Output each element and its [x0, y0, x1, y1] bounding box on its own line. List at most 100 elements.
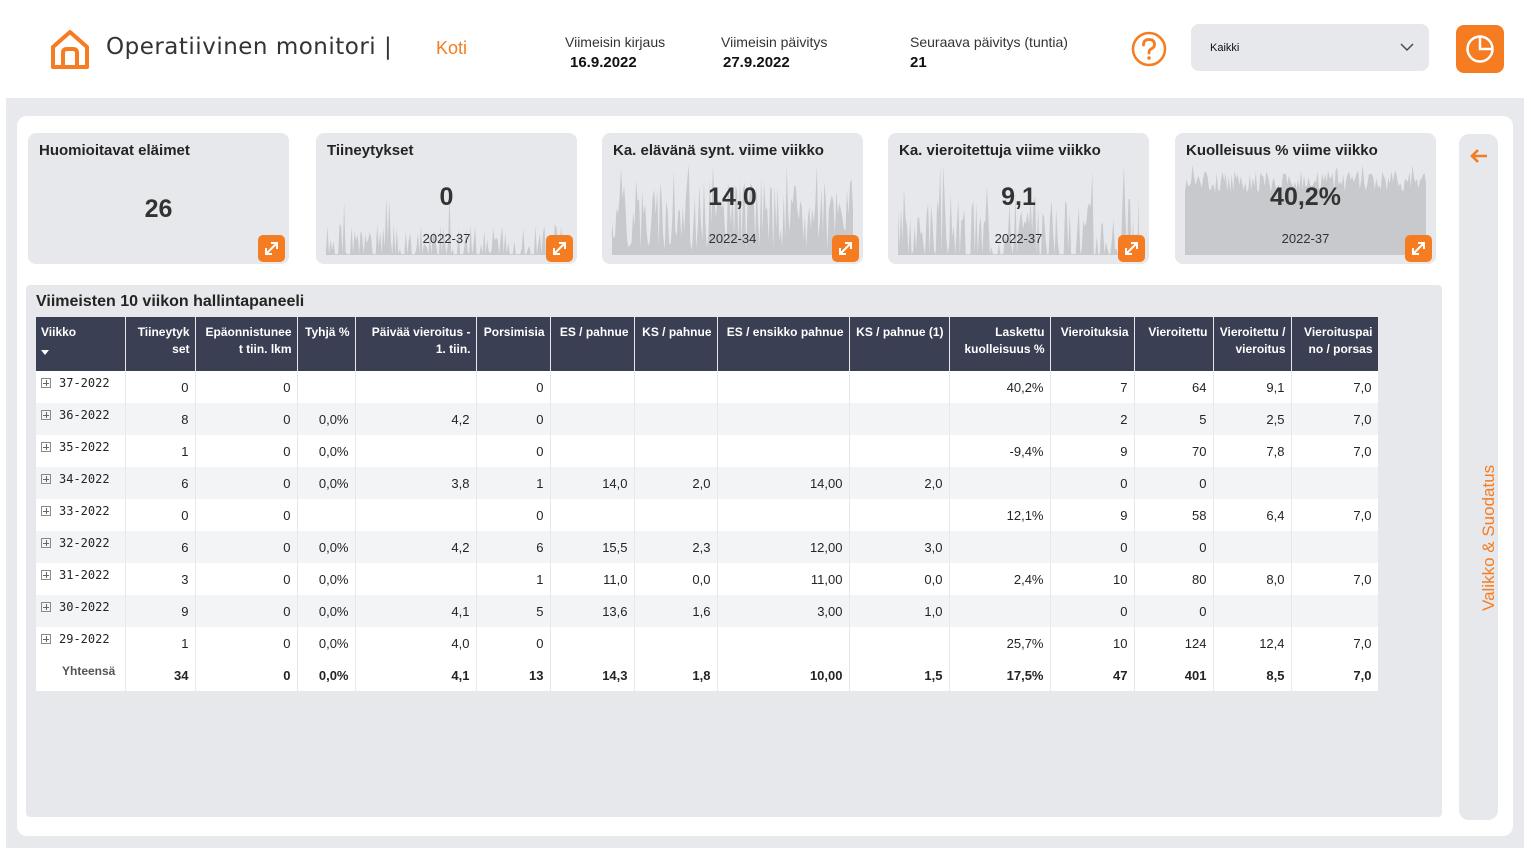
- table-cell: [355, 499, 477, 531]
- expand-row-icon[interactable]: [41, 538, 51, 548]
- expand-row-icon[interactable]: [41, 634, 51, 644]
- table-cell: [355, 371, 477, 403]
- last-entry-label: Viimeisin kirjaus: [565, 34, 666, 50]
- expand-button[interactable]: [1118, 235, 1145, 262]
- table-cell: [1213, 531, 1292, 563]
- table-cell: 15,5: [550, 531, 635, 563]
- column-header[interactable]: Tyhjä %: [297, 317, 356, 371]
- kpi-card-weaned-avg[interactable]: Ka. vieroitettuja viime viikko 9,1 2022-…: [888, 133, 1149, 264]
- cell-text: 32-2022: [59, 536, 110, 550]
- table-cell: [297, 499, 356, 531]
- table-cell: [1291, 531, 1379, 563]
- side-panel-label: Valikko & Suodatus: [1479, 464, 1498, 611]
- table-cell: 0: [195, 563, 298, 595]
- expand-row-icon[interactable]: [41, 378, 51, 388]
- table-row: 34-2022 6 0 0,0% 3,8 1 14,0 2,0 14,00 2,0 0 0: [36, 467, 1379, 499]
- side-filter-panel[interactable]: Valikko & Suodatus: [1459, 134, 1498, 820]
- table-cell: [634, 371, 718, 403]
- column-header[interactable]: Vieroituksia: [1050, 317, 1135, 371]
- column-header[interactable]: KS / pahnue (1): [849, 317, 950, 371]
- table-cell: [550, 435, 635, 467]
- table-cell: 7,0: [1291, 563, 1379, 595]
- table-row: 36-2022 8 0 0,0% 4,2 0 2 5 2,5 7,0: [36, 403, 1379, 435]
- column-header-week[interactable]: Viikko: [36, 317, 126, 371]
- table-cell: 2,4%: [949, 563, 1051, 595]
- expand-button[interactable]: [832, 235, 859, 262]
- column-header[interactable]: Päivää vieroitus - 1. tiin.: [355, 317, 477, 371]
- expand-row-icon[interactable]: [41, 442, 51, 452]
- table-cell: [849, 499, 950, 531]
- kpi-card-inseminations[interactable]: Tiineytykset 0 2022-37: [316, 133, 577, 264]
- column-header[interactable]: Tiineytyk set: [125, 317, 196, 371]
- kpi-card-attention-animals[interactable]: Huomioitavat eläimet 26: [28, 133, 289, 264]
- column-header[interactable]: ES / pahnue: [550, 317, 635, 371]
- table-cell: 40,2%: [949, 371, 1051, 403]
- expand-button[interactable]: [258, 235, 285, 262]
- table-cell: 4,0: [355, 627, 477, 659]
- help-icon[interactable]: [1131, 31, 1167, 67]
- expand-icon: [553, 242, 566, 255]
- table-cell: [1213, 467, 1292, 499]
- last-entry-value: 16.9.2022: [570, 54, 637, 71]
- kpi-period: 2022-37: [1281, 231, 1330, 246]
- table-cell: 0: [476, 627, 551, 659]
- table-cell: [849, 403, 950, 435]
- table-cell: 1,6: [634, 595, 718, 627]
- column-header[interactable]: Laskettu kuolleisuus %: [949, 317, 1051, 371]
- table-cell: 0,0: [634, 563, 718, 595]
- column-header[interactable]: ES / ensikko pahnue: [717, 317, 850, 371]
- expand-row-icon[interactable]: [41, 602, 51, 612]
- nav-home-link[interactable]: Koti: [436, 38, 468, 58]
- table-row: 37-2022 0 0 0 40,2% 7 64 9,1 7,0: [36, 371, 1379, 403]
- arrow-left-icon[interactable]: [1469, 148, 1489, 164]
- table-cell: 64: [1134, 371, 1214, 403]
- table-cell: 3,8: [355, 467, 477, 499]
- table-cell: 0: [195, 371, 298, 403]
- column-header[interactable]: Vieroituspai no / porsas: [1291, 317, 1379, 371]
- table-cell: 0: [1134, 467, 1214, 499]
- table-cell: 34: [125, 659, 196, 691]
- filter-dropdown[interactable]: Kaikki: [1191, 24, 1429, 71]
- table-cell: 14,3: [550, 659, 635, 691]
- home-icon[interactable]: [50, 28, 90, 70]
- column-header[interactable]: Epäonnistunee t tiin. lkm: [195, 317, 298, 371]
- column-header[interactable]: Vieroitettu / vieroitus: [1213, 317, 1292, 371]
- table-cell: [550, 403, 635, 435]
- kpi-card-mortality[interactable]: Kuolleisuus % viime viikko 40,2% 2022-37: [1175, 133, 1436, 264]
- report-menu-button[interactable]: [1456, 25, 1504, 73]
- table-cell: -9,4%: [949, 435, 1051, 467]
- table-cell: 4,2: [355, 403, 477, 435]
- cell-text: 31-2022: [59, 568, 110, 582]
- expand-button[interactable]: [546, 235, 573, 262]
- column-header[interactable]: Porsimisia: [476, 317, 551, 371]
- expand-row-icon[interactable]: [41, 410, 51, 420]
- expand-icon: [1125, 242, 1138, 255]
- table-cell: 2,0: [634, 467, 718, 499]
- table-cell: 0: [476, 371, 551, 403]
- weekly-matrix-table: Viikko Tiineytyk set Epäonnistunee t tii…: [36, 317, 1379, 691]
- table-cell: [355, 435, 477, 467]
- expand-row-icon[interactable]: [41, 474, 51, 484]
- table-cell: 6: [125, 531, 196, 563]
- expand-button[interactable]: [1405, 235, 1432, 262]
- table-cell: 8: [125, 403, 196, 435]
- table-cell: 0: [1050, 467, 1135, 499]
- kpi-card-liveborn-avg[interactable]: Ka. elävänä synt. viime viikko 14,0 2022…: [602, 133, 863, 264]
- expand-row-icon[interactable]: [41, 506, 51, 516]
- table-cell: [550, 499, 635, 531]
- table-cell: 10: [1050, 627, 1135, 659]
- table-cell: 0,0%: [297, 435, 356, 467]
- table-cell: 0: [1134, 595, 1214, 627]
- table-cell: 0,0%: [297, 659, 356, 691]
- table-cell: 0: [125, 371, 196, 403]
- table-cell: 0,0%: [297, 627, 356, 659]
- expand-row-icon[interactable]: [41, 570, 51, 580]
- table-row: 29-2022 1 0 0,0% 4,0 0 25,7% 10 124 12,4 7,0: [36, 627, 1379, 659]
- table-cell: 1: [125, 435, 196, 467]
- table-cell: 14,00: [717, 467, 850, 499]
- column-header[interactable]: KS / pahnue: [634, 317, 718, 371]
- kpi-title: Ka. vieroitettuja viime viikko: [899, 142, 1101, 159]
- column-header[interactable]: Vieroitettu: [1134, 317, 1214, 371]
- sort-desc-icon[interactable]: [41, 350, 49, 355]
- table-cell: 0: [476, 403, 551, 435]
